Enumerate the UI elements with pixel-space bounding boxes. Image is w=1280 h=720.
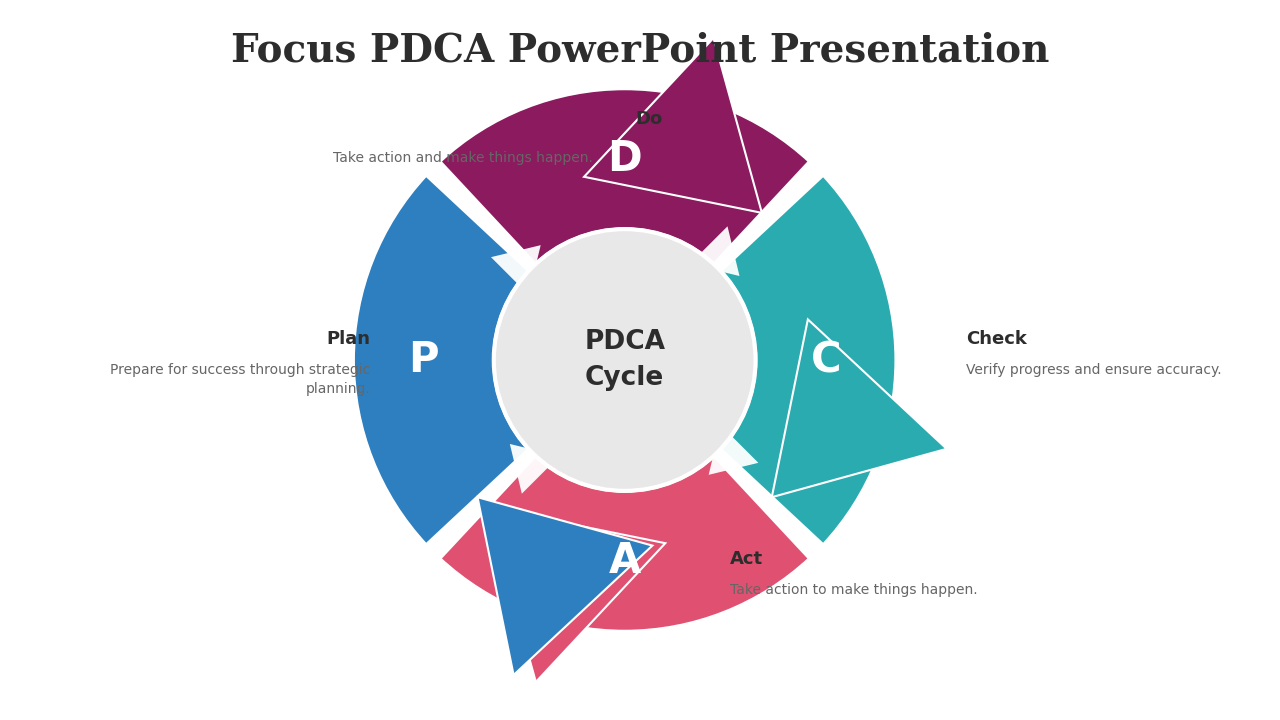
Text: Do: Do — [636, 110, 663, 128]
Text: A: A — [608, 540, 641, 582]
Text: Take action and make things happen.: Take action and make things happen. — [333, 150, 593, 165]
Text: C: C — [810, 339, 841, 381]
Text: Act: Act — [730, 550, 763, 568]
Polygon shape — [690, 226, 740, 276]
Wedge shape — [721, 175, 896, 545]
Polygon shape — [709, 425, 758, 474]
Polygon shape — [509, 444, 559, 494]
Text: P: P — [408, 339, 439, 381]
Wedge shape — [439, 456, 810, 631]
Text: Prepare for success through strategic
planning.: Prepare for success through strategic pl… — [110, 364, 370, 396]
Polygon shape — [477, 498, 653, 675]
Polygon shape — [772, 320, 947, 498]
Text: D: D — [607, 138, 643, 180]
Text: Focus PDCA PowerPoint Presentation: Focus PDCA PowerPoint Presentation — [230, 32, 1050, 69]
Polygon shape — [488, 507, 666, 682]
Wedge shape — [353, 175, 529, 545]
Circle shape — [494, 229, 755, 491]
Text: Take action to make things happen.: Take action to make things happen. — [730, 583, 978, 598]
Text: PDCA
Cycle: PDCA Cycle — [584, 329, 666, 391]
Wedge shape — [439, 89, 810, 264]
Text: Plan: Plan — [326, 330, 370, 348]
Polygon shape — [584, 38, 762, 213]
Text: Verify progress and ensure accuracy.: Verify progress and ensure accuracy. — [966, 364, 1221, 377]
Polygon shape — [492, 246, 540, 295]
Text: Check: Check — [966, 330, 1027, 348]
